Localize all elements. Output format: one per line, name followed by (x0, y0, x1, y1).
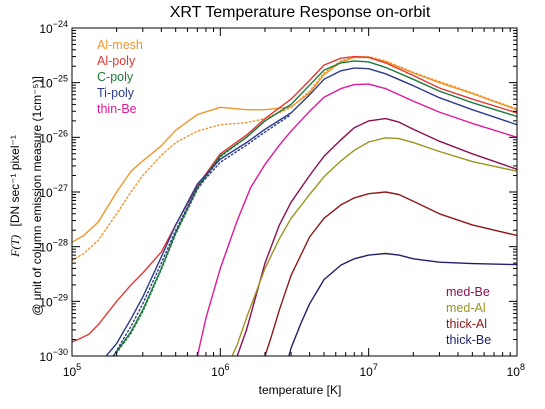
legend-entry-c-poly: C-poly (97, 70, 134, 84)
x-tick-label: 106 (211, 362, 229, 379)
series-line-ti-poly (105, 67, 517, 356)
series-line-thick-al (264, 191, 517, 356)
legend-entry-ti-poly: Ti-poly (97, 86, 135, 100)
x-tick-label: 108 (507, 362, 525, 379)
legend-top-left: Al-mesh Al-poly C-poly Ti-poly thin-Be (97, 38, 143, 116)
y-tick-label: 10−28 (39, 238, 68, 255)
series-layer (72, 55, 517, 356)
y-tick-label: 10−24 (39, 19, 68, 36)
legend-entry-al-mesh: Al-mesh (97, 38, 143, 52)
x-tick-label: 107 (359, 362, 377, 379)
y-tick-label: 10−26 (39, 128, 68, 145)
x-tick-label: 105 (63, 362, 81, 379)
tick-layer (71, 27, 518, 357)
series-line-ti-poly-dotted (112, 113, 292, 356)
y-tick-label: 10−29 (39, 292, 68, 309)
legend-entry-thick-be: thick-Be (446, 333, 491, 347)
y-tick-label: 10−30 (39, 347, 68, 364)
series-line-c-poly-dotted (112, 120, 266, 356)
series-line-c-poly (112, 60, 517, 356)
legend-entry-thin-be: thin-Be (97, 102, 137, 116)
svg-text:F(T) [DN sec⁻¹ pixel⁻¹: F(T) [DN sec⁻¹ pixel⁻¹ (8, 135, 22, 258)
legend-entry-med-al: med-Al (446, 301, 486, 315)
series-line-med-be (236, 117, 517, 356)
series-line-thin-be (196, 83, 517, 356)
series-line-al-mesh-dotted (72, 55, 517, 262)
y-axis-unit-line1: [DN sec⁻¹ pixel⁻¹ (8, 135, 22, 226)
legend-bottom-right: med-Be med-Al thick-Al thick-Be (446, 285, 491, 347)
legend-entry-med-be: med-Be (446, 285, 490, 299)
chart-title: XRT Temperature Response on-orbit (170, 4, 431, 21)
x-axis-label: temperature [K] (259, 383, 342, 397)
series-line-al-poly (72, 55, 517, 343)
legend-entry-thick-al: thick-Al (446, 317, 487, 331)
y-axis-symbol: F(T) (8, 235, 22, 258)
y-axis-unit-line2: @ unit of column emission measure (1cm⁻⁵… (30, 76, 44, 316)
tick-label-layer: 105 106 107 108 10−30 10−29 10−28 10−27 10−26 10−… (39, 19, 525, 379)
legend-entry-al-poly: Al-poly (97, 54, 136, 68)
y-axis-label: F(T) [DN sec⁻¹ pixel⁻¹ @ unit of column … (8, 76, 44, 316)
series-line-thick-be (288, 252, 517, 356)
series-line-al-mesh (72, 56, 517, 244)
series-line-med-al (231, 137, 517, 356)
y-tick-label: 10−25 (39, 74, 68, 91)
y-tick-label: 10−27 (39, 183, 68, 200)
